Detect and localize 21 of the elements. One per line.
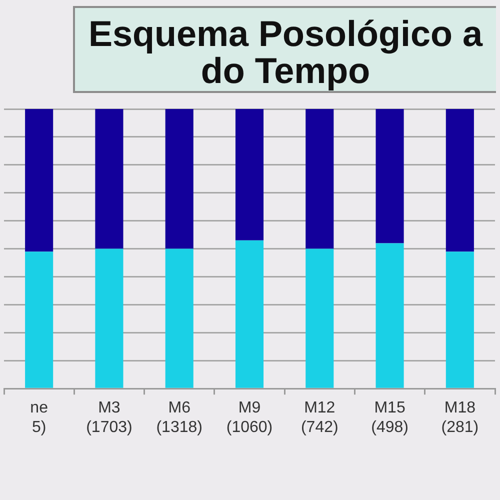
bar [95,109,124,249]
bar [306,248,334,388]
bar [25,252,54,388]
bar [25,109,54,252]
x-tick-label: M18 (281) [441,400,479,436]
x-tick-label: M3 (1703) [86,400,132,436]
bar [446,252,474,388]
bar [95,248,124,388]
x-tick-label: M9 (1060) [226,400,273,436]
bar [235,240,264,388]
bar [165,248,194,388]
bar [376,109,404,244]
bar [446,109,474,252]
bar [235,109,264,240]
bar [306,109,334,249]
x-tick-label: M12 (742) [300,400,338,436]
x-tick-label: M15 (498) [371,400,408,436]
x-tick-label: ne 5) [30,400,48,436]
x-tick-label: M6 (1318) [156,400,202,436]
bar [376,243,404,388]
bar [165,109,194,249]
